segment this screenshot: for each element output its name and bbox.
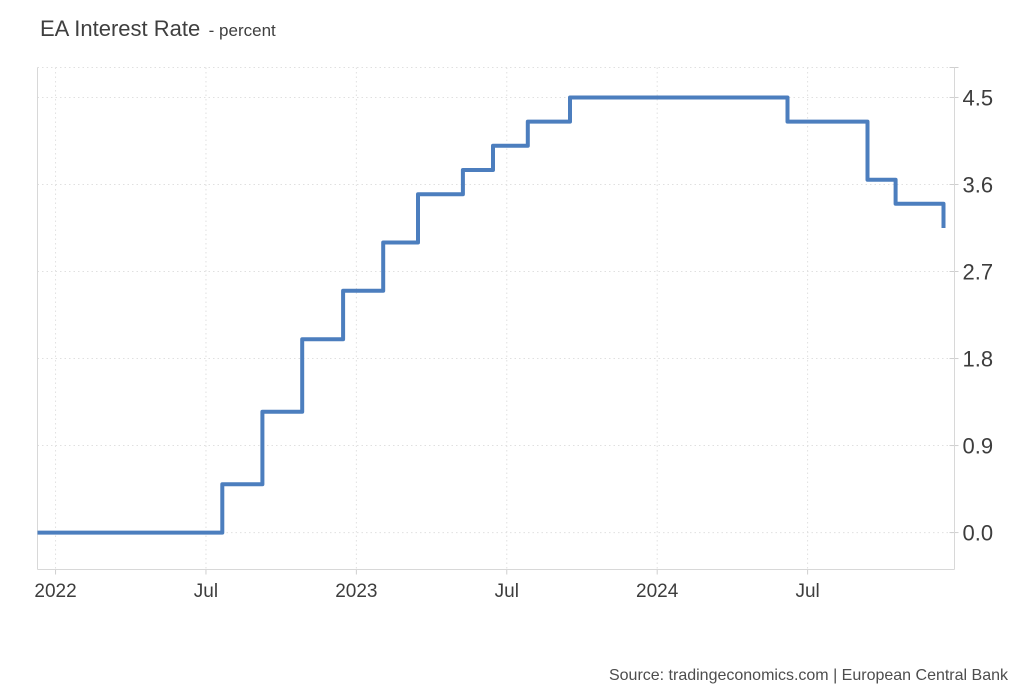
x-tick-label: 2022 bbox=[34, 581, 76, 602]
chart-title: EA Interest Rate - percent bbox=[40, 16, 276, 42]
y-tick-label: 2.7 bbox=[963, 260, 994, 285]
chart-title-text: EA Interest Rate bbox=[40, 16, 201, 41]
y-tick-label: 1.8 bbox=[963, 347, 994, 372]
x-tick-label: 2023 bbox=[335, 581, 377, 602]
rate-step-line[interactable] bbox=[37, 95, 946, 535]
x-tick-label: Jul bbox=[795, 581, 819, 602]
y-tick-label: 0.9 bbox=[963, 434, 994, 459]
chart-subtitle-text: - percent bbox=[208, 21, 276, 40]
y-tick-label: 4.5 bbox=[963, 85, 994, 110]
y-tick-label: 3.6 bbox=[963, 172, 994, 197]
y-tick-label: 0.0 bbox=[963, 521, 994, 546]
source-caption: Source: tradingeconomics.com | European … bbox=[608, 667, 1008, 684]
x-tick-label: Jul bbox=[194, 581, 218, 602]
x-tick-label: 2024 bbox=[636, 581, 679, 602]
x-tick-label: Jul bbox=[495, 581, 519, 602]
